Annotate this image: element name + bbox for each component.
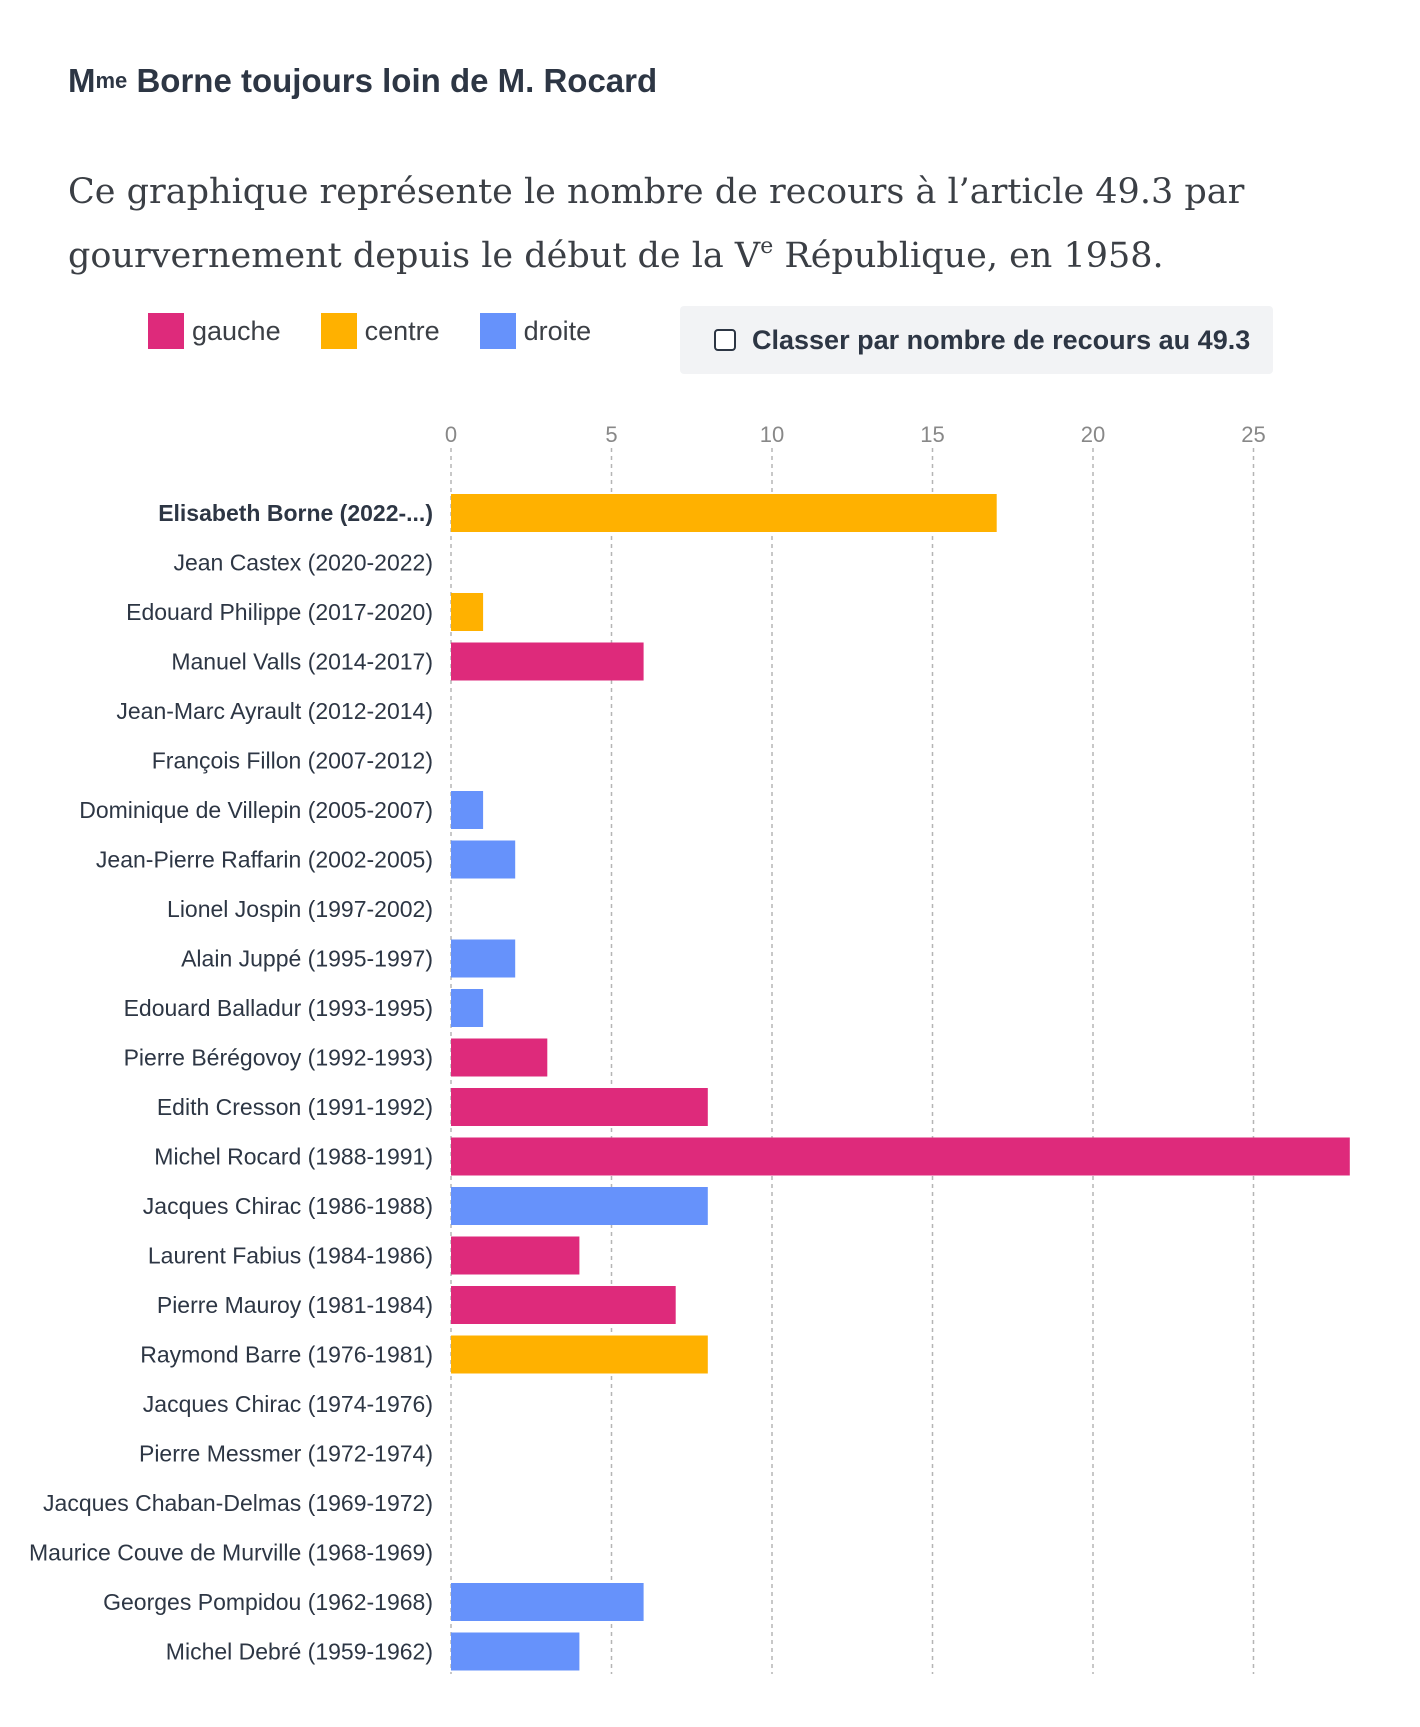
x-tick-label: 15: [920, 422, 944, 447]
bar[interactable]: [451, 642, 644, 681]
bar[interactable]: [451, 1038, 548, 1077]
bar[interactable]: [451, 1286, 676, 1324]
category-label: Pierre Bérégovoy (1992-1993): [124, 1045, 433, 1071]
category-label: Jean-Pierre Raffarin (2002-2005): [96, 847, 433, 873]
category-label: Raymond Barre (1976-1981): [140, 1342, 433, 1368]
chart-title: Mme Borne toujours loin de M. Rocard: [68, 62, 657, 100]
legend-swatch: [320, 313, 357, 349]
category-label: Pierre Mauroy (1981-1984): [157, 1292, 433, 1318]
bar[interactable]: [451, 1583, 644, 1621]
title-part: M: [68, 62, 96, 99]
legend: gauche centre droite: [148, 313, 631, 349]
category-label: Pierre Messmer (1972-1974): [139, 1441, 433, 1467]
chart-subtitle: Ce graphique représente le nombre de rec…: [68, 160, 1368, 293]
title-part: Borne toujours loin de M. Rocard: [127, 62, 658, 99]
bar[interactable]: [451, 593, 484, 631]
category-label: Jean Castex (2020-2022): [173, 550, 433, 576]
category-label: Maurice Couve de Murville (1968-1969): [29, 1540, 433, 1566]
bar[interactable]: [451, 1632, 580, 1671]
subtitle-superscript: e: [760, 234, 774, 259]
subtitle-line: République, en 1958.: [773, 236, 1164, 276]
legend-label: droite: [523, 315, 592, 346]
category-label: Michel Debré (1959-1962): [166, 1639, 433, 1665]
legend-label: centre: [364, 315, 440, 346]
x-tick-label: 25: [1241, 422, 1265, 447]
category-label: Edouard Balladur (1993-1995): [124, 995, 433, 1021]
bar[interactable]: [451, 494, 997, 532]
bar[interactable]: [451, 939, 516, 978]
legend-item-droite: droite: [479, 313, 592, 349]
legend-label: gauche: [192, 315, 281, 346]
bar[interactable]: [451, 1187, 708, 1225]
x-tick-label: 20: [1081, 422, 1105, 447]
bar[interactable]: [451, 1088, 708, 1126]
legend-item-gauche: gauche: [148, 313, 281, 349]
category-label: Edith Cresson (1991-1992): [157, 1094, 433, 1120]
category-label: Jacques Chirac (1986-1988): [143, 1193, 433, 1219]
category-label: Manuel Valls (2014-2017): [171, 649, 433, 675]
bar[interactable]: [451, 1335, 708, 1374]
bar[interactable]: [451, 989, 484, 1027]
sort-checkbox[interactable]: [714, 329, 736, 351]
category-label: Jean-Marc Ayrault (2012-2014): [116, 698, 433, 724]
category-label: Lionel Jospin (1997-2002): [167, 896, 433, 922]
category-label: Michel Rocard (1988-1991): [154, 1144, 433, 1170]
category-label: François Fillon (2007-2012): [152, 748, 433, 774]
sort-toggle[interactable]: Classer par nombre de recours au 49.3: [680, 306, 1273, 374]
bar-chart: 0 5 10 15 20 25 Elisabeth Borne (2022-...) Jean…: [29, 422, 1350, 1674]
category-label: Dominique de Villepin (2005-2007): [79, 797, 433, 823]
x-tick-label: 10: [760, 422, 784, 447]
sort-label: Classer par nombre de recours au 49.3: [752, 324, 1251, 355]
category-label: Edouard Philippe (2017-2020): [126, 599, 433, 625]
legend-item-centre: centre: [320, 313, 440, 349]
category-label: Laurent Fabius (1984-1986): [148, 1243, 433, 1269]
category-label: Georges Pompidou (1962-1968): [103, 1589, 433, 1615]
legend-swatch: [479, 313, 516, 349]
bar[interactable]: [451, 1236, 580, 1275]
legend-swatch: [148, 313, 184, 349]
category-label: Elisabeth Borne (2022-...): [158, 500, 433, 526]
category-label: Jacques Chaban-Delmas (1969-1972): [43, 1490, 433, 1516]
bar[interactable]: [451, 840, 516, 879]
category-label: Alain Juppé (1995-1997): [181, 946, 433, 972]
x-tick-label: 5: [605, 422, 617, 447]
title-superscript: me: [95, 68, 128, 93]
category-label: Jacques Chirac (1974-1976): [143, 1391, 433, 1417]
x-tick-label: 0: [445, 422, 457, 447]
bar[interactable]: [451, 1137, 1350, 1176]
bar[interactable]: [451, 791, 484, 829]
subtitle-line: Ce graphique représente le nombre de rec…: [68, 172, 1245, 212]
subtitle-line: gourvernement depuis le début de la V: [68, 236, 761, 276]
